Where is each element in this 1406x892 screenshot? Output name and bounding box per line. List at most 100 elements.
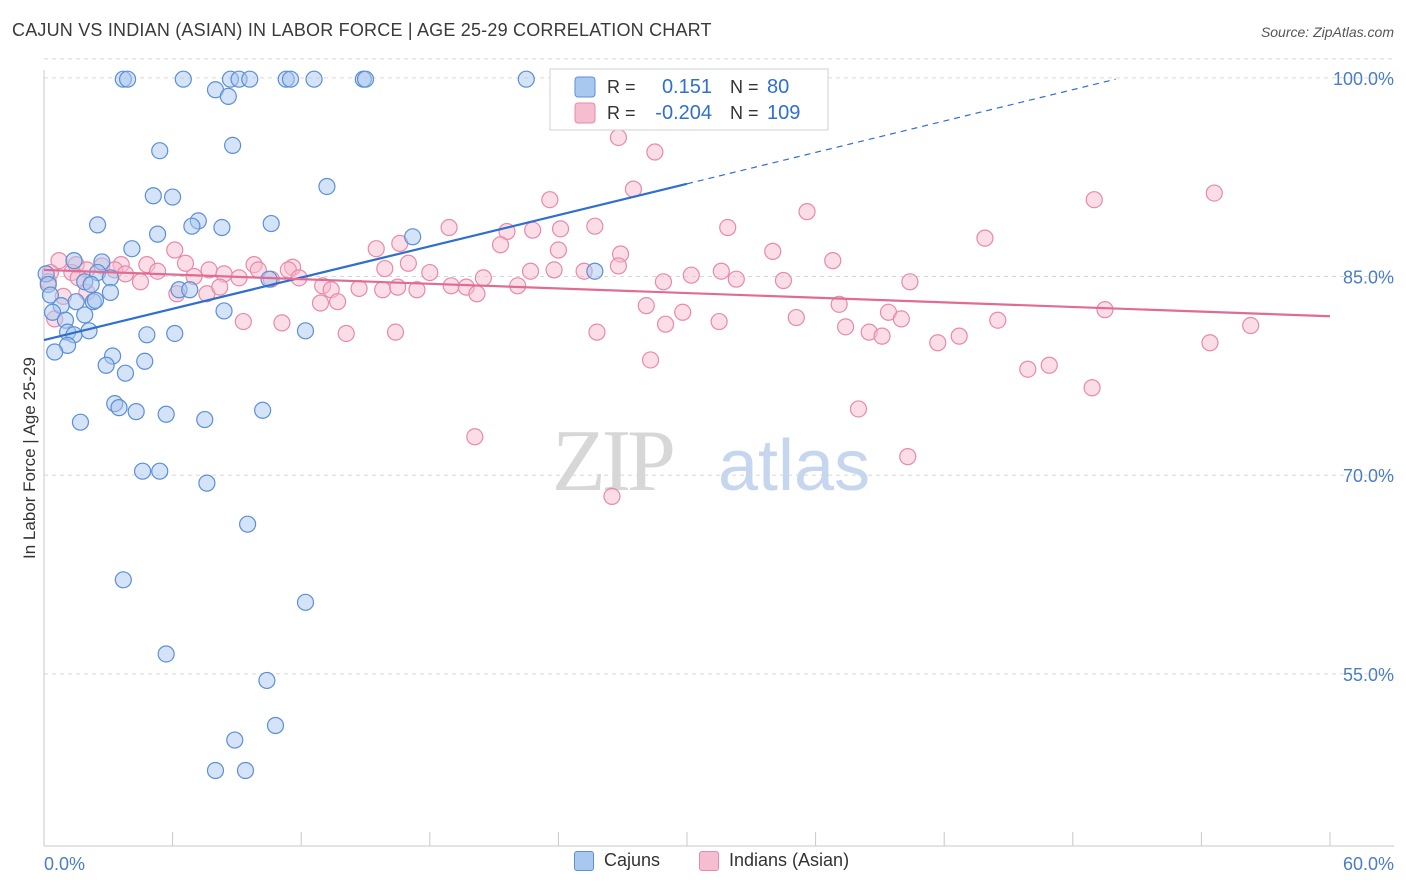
legend-n-label-2: N =: [730, 103, 759, 123]
cajuns-point: [76, 306, 94, 324]
indians-point: [873, 327, 891, 345]
y-tick-label: 85.0%: [1343, 268, 1394, 288]
cajuns-point: [224, 136, 242, 155]
indians-point: [774, 271, 793, 290]
legend-swatch-cajuns-bottom: [574, 850, 594, 871]
cajuns-point: [43, 303, 62, 321]
cajuns-trend-extension: [686, 78, 1116, 185]
cajuns-point: [517, 70, 535, 88]
legend-swatch-indians: [574, 102, 596, 124]
indians-point: [609, 128, 628, 147]
indians-point: [1019, 360, 1037, 378]
legend-r-label-2: R =: [607, 103, 636, 123]
cajuns-point: [133, 462, 152, 480]
cajuns-point: [110, 399, 128, 417]
indians-point: [1205, 184, 1223, 202]
y-tick-label: 100.0%: [1333, 69, 1394, 89]
indians-point: [329, 293, 347, 311]
legend-frame: [549, 68, 829, 131]
x-ticks: [172, 832, 1331, 846]
indians-point: [719, 218, 737, 237]
indians-point: [682, 266, 700, 284]
cajuns-point: [88, 216, 107, 234]
indians-point: [350, 279, 368, 298]
x-tick-label-max: 60.0%: [1343, 854, 1394, 874]
indians-point: [989, 311, 1007, 329]
legend-n-label-1: N =: [730, 77, 759, 97]
y-tick-label: 70.0%: [1343, 466, 1394, 486]
indians-point: [374, 281, 392, 299]
cajuns-point: [71, 413, 90, 431]
cajuns-point: [356, 70, 375, 88]
legend-item-cajuns: Cajuns: [574, 850, 660, 871]
cajuns-point: [65, 252, 83, 270]
indians-point: [830, 295, 848, 313]
legend-n-value-2: 109: [767, 102, 800, 124]
indians-point: [474, 269, 492, 287]
indians-point: [399, 254, 417, 272]
legend-swatch-indians-bottom: [699, 850, 719, 871]
cajuns-point: [198, 474, 216, 492]
cajuns-point: [138, 326, 156, 344]
cajuns-point: [86, 291, 105, 309]
indians-point: [468, 285, 486, 303]
indians-point: [1242, 316, 1260, 335]
indians-point: [976, 229, 994, 247]
cajuns-trend-line: [43, 182, 688, 342]
y-tick-label: 55.0%: [1343, 665, 1394, 685]
indians-point: [311, 294, 330, 312]
cajuns-point: [82, 275, 100, 294]
indians-point: [337, 324, 355, 343]
cajuns-point: [254, 401, 272, 419]
cajuns-point: [41, 286, 60, 304]
cajuns-point: [127, 403, 145, 421]
indians-point: [654, 273, 673, 291]
cajuns-point: [226, 731, 244, 749]
indians-point: [521, 262, 540, 280]
indians-point: [798, 203, 816, 221]
indians-point: [549, 241, 568, 259]
cajuns-point: [123, 240, 141, 258]
indians-point: [892, 310, 910, 328]
indians-point: [824, 252, 842, 270]
cajuns-point: [281, 70, 300, 88]
x-tick-label-min: 0.0%: [44, 854, 85, 874]
y-axis-label: In Labor Force | Age 25-29: [20, 357, 39, 559]
indians-point: [176, 254, 195, 272]
indians-point: [386, 323, 405, 341]
legend-r-label-1: R =: [607, 77, 636, 97]
indians-point: [1201, 334, 1219, 352]
indians-trend-line: [43, 268, 1331, 318]
indians-point: [1040, 356, 1058, 374]
indians-point: [166, 241, 184, 259]
legend-r-value-2: -0.204: [655, 102, 712, 124]
cajuns-point: [101, 283, 120, 302]
cajuns-point: [213, 218, 231, 237]
cajuns-point: [157, 405, 175, 423]
indians-point: [710, 312, 728, 331]
watermark-atlas: atlas: [718, 426, 870, 506]
cajuns-point: [404, 228, 422, 246]
indians-point: [367, 240, 385, 258]
axes: [43, 70, 1394, 847]
cajuns-point: [174, 70, 192, 88]
cajuns-point: [116, 364, 135, 382]
cajuns-point: [586, 262, 604, 280]
legend-item-indians: Indians (Asian): [699, 850, 849, 871]
legend-r-value-1: 0.151: [662, 76, 712, 98]
indians-point: [849, 400, 868, 418]
indians-point: [234, 312, 252, 331]
indians-asian-points: [39, 128, 1260, 505]
indians-point: [421, 263, 439, 282]
cajuns-points: [37, 70, 604, 780]
cajuns-point: [166, 324, 184, 343]
cajuns-point: [241, 70, 259, 88]
cajuns-point: [236, 761, 255, 780]
indians-point: [588, 323, 606, 341]
indians-point: [491, 236, 510, 254]
indians-point: [586, 217, 604, 235]
indians-point: [837, 318, 855, 336]
legend-n-value-1: 80: [767, 76, 789, 98]
indians-point: [440, 218, 458, 237]
